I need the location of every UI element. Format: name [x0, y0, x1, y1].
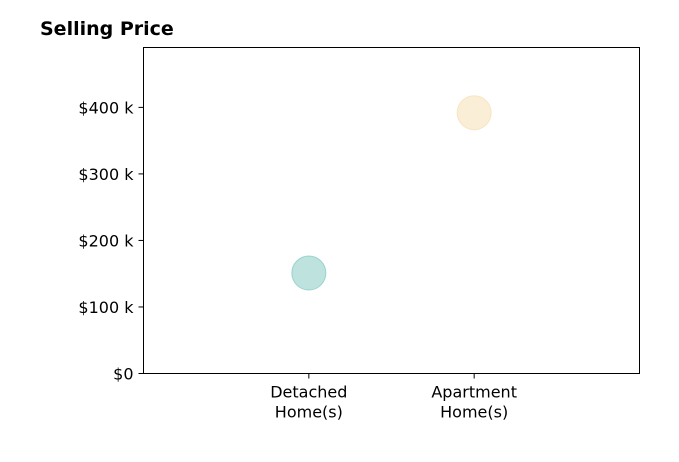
y-tick-label: $200 k — [78, 231, 134, 250]
y-tick-label: $400 k — [78, 98, 134, 117]
data-points — [291, 95, 492, 291]
y-axis: $0 $100 k $200 k $300 k $400 k — [78, 98, 144, 384]
plot-area-frame — [143, 47, 640, 374]
data-point — [291, 255, 327, 291]
data-point — [456, 95, 492, 131]
y-tick-label: $300 k — [78, 165, 134, 184]
y-tick-label: $0 — [113, 365, 133, 384]
x-tick-label: Detached Home(s) — [270, 383, 347, 422]
chart-title: Selling Price — [40, 18, 174, 40]
x-tick-label: Apartment Home(s) — [431, 383, 517, 422]
y-tick-label: $100 k — [78, 298, 134, 317]
x-axis: Detached Home(s) Apartment Home(s) — [270, 373, 517, 422]
